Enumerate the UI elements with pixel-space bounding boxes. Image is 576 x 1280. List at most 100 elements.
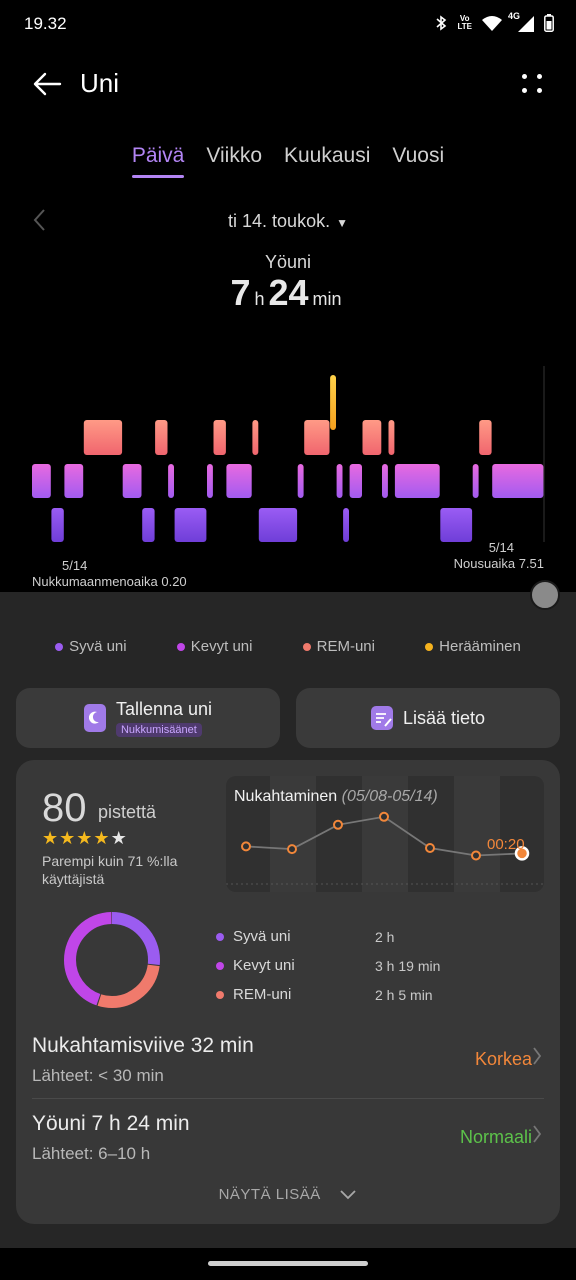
fall-asleep-point	[514, 846, 530, 861]
note-edit-icon	[370, 706, 393, 730]
stage-segment-deep	[174, 508, 207, 542]
stage-segment-deep	[258, 508, 298, 542]
fall-asleep-latest: 00:20	[487, 836, 525, 853]
tab-month[interactable]: Kuukausi	[284, 144, 371, 167]
fall-asleep-point	[241, 841, 251, 852]
star-icon: ★	[76, 828, 94, 848]
total-sleep-value: 7 h 24 min	[230, 272, 342, 313]
stage-segment-light	[297, 464, 304, 498]
add-info-label: Lisää tieto	[402, 707, 486, 728]
legend-light: Kevyt uni	[176, 638, 252, 655]
stage-segment-awake	[330, 375, 336, 430]
more-dots-icon	[522, 74, 527, 79]
stage-segment-deep	[51, 508, 64, 542]
tab-week[interactable]: Viikko	[206, 144, 262, 167]
stage-segment-light	[122, 464, 142, 498]
caret-down-icon: ▼	[336, 216, 348, 230]
stage-segment-deep	[142, 508, 155, 542]
stage-segment-light	[349, 464, 362, 498]
previous-date-button[interactable]	[32, 208, 46, 239]
status-icons: Vo LTE 4G	[435, 12, 554, 32]
fall-asleep-point	[425, 843, 435, 853]
stage-segment-rem	[479, 420, 492, 455]
divider	[32, 1098, 544, 1099]
chevron-right-icon[interactable]	[532, 1124, 542, 1150]
stage-segment-rem	[304, 420, 330, 455]
legend-deep: Syvä uni	[55, 638, 127, 655]
status-time: 19.32	[24, 14, 67, 33]
star-rating: ★★★★★	[42, 828, 128, 849]
stage-segment-deep	[440, 508, 473, 542]
stage-segment-rem	[252, 420, 259, 455]
donut-slice	[64, 912, 160, 1008]
fall-asleep-chart[interactable]	[226, 776, 544, 892]
latency-status[interactable]: Korkea	[474, 1049, 532, 1069]
stage-segment-light	[32, 464, 51, 498]
fall-asleep-point	[287, 844, 297, 855]
star-icon: ★	[59, 828, 77, 848]
date-selector[interactable]: ti 14. toukok. ▼	[0, 211, 576, 232]
date-label: ti 14. toukok.	[228, 211, 331, 231]
night-sleep-status[interactable]: Normaali	[459, 1127, 532, 1147]
sheet-drag-handle[interactable]	[530, 580, 560, 610]
signal-4g-icon: 4G	[508, 12, 534, 32]
wifi-icon	[482, 16, 502, 31]
home-indicator[interactable]	[208, 1261, 368, 1266]
donut-slice	[64, 912, 160, 1008]
total-sleep-label: Yöuni	[264, 252, 312, 272]
bluetooth-icon	[436, 15, 447, 31]
stage-segment-light	[382, 464, 388, 498]
stage-segment-light	[394, 464, 440, 498]
battery-icon	[544, 14, 554, 32]
bedtime-date: 5/14	[62, 558, 88, 573]
stage-segment-rem	[213, 420, 226, 455]
star-icon: ★	[110, 828, 128, 848]
donut-slice	[64, 912, 160, 1008]
show-more-button[interactable]: NÄYTÄ LISÄÄ	[0, 1186, 576, 1203]
wake-label: Nousuaika 7.51	[453, 556, 544, 571]
moon-phone-icon	[83, 704, 106, 732]
stage-segment-rem	[388, 420, 395, 455]
chevron-right-icon[interactable]	[532, 1046, 542, 1072]
volte-icon: Vo LTE	[457, 14, 472, 31]
sleep-score-value: 80	[42, 786, 87, 830]
tab-day[interactable]: Päivä	[131, 144, 184, 178]
chevron-left-icon	[33, 209, 45, 231]
night-sleep-reference: Lähteet: 6–10 h	[32, 1144, 151, 1163]
stage-segment-light	[64, 464, 84, 498]
chevron-down-icon	[340, 1190, 357, 1200]
stage-segment-light	[336, 464, 343, 498]
sleep-stages-donut	[64, 912, 160, 1008]
score-comparison: Parempi kuin 71 %:lla käyttäjistä	[42, 853, 178, 887]
add-info-button[interactable]: Lisää tieto	[296, 688, 560, 748]
stage-segment-light	[168, 464, 174, 498]
legend-awake: Herääminen	[425, 638, 521, 655]
breakdown-light: Kevyt uni 3 h 19 min	[216, 951, 476, 980]
fall-asleep-title: Nukahtaminen (05/08-05/14)	[234, 788, 438, 805]
breakdown-rem: REM-uni 2 h 5 min	[216, 980, 476, 1009]
star-icon: ★	[42, 828, 60, 848]
breakdown-deep: Syvä uni 2 h	[216, 922, 476, 951]
stage-breakdown: Syvä uni 2 h Kevyt uni 3 h 19 min REM-uni 2…	[216, 922, 476, 1009]
page-title: Uni	[80, 68, 120, 98]
tab-year[interactable]: Vuosi	[392, 144, 445, 167]
stage-segment-rem	[362, 420, 382, 455]
back-button[interactable]	[30, 66, 66, 102]
sleep-stages-chart	[32, 366, 545, 542]
stage-segment-rem	[155, 420, 168, 455]
bedtime-label: Nukkumaanmenoaika 0.20	[32, 574, 187, 589]
more-options-button[interactable]	[520, 70, 544, 100]
star-icon: ★	[93, 828, 111, 848]
latency-title: Nukahtamisviive 32 min	[32, 1034, 254, 1057]
back-arrow-icon	[33, 72, 62, 96]
legend-rem: REM-uni	[302, 638, 375, 655]
stage-segment-light	[472, 464, 479, 498]
latency-reference: Lähteet: < 30 min	[32, 1066, 164, 1085]
night-sleep-title: Yöuni 7 h 24 min	[32, 1112, 190, 1135]
stage-legend: Syvä uni Kevyt uni REM-uni Herääminen	[0, 638, 576, 655]
save-sleep-button[interactable]: Tallenna uni Nukkumisäänet	[16, 688, 280, 748]
stage-segment-light	[492, 464, 544, 498]
sleep-score-unit: pistettä	[98, 802, 157, 822]
stage-segment-deep	[343, 508, 349, 542]
fall-asleep-point	[333, 819, 343, 830]
